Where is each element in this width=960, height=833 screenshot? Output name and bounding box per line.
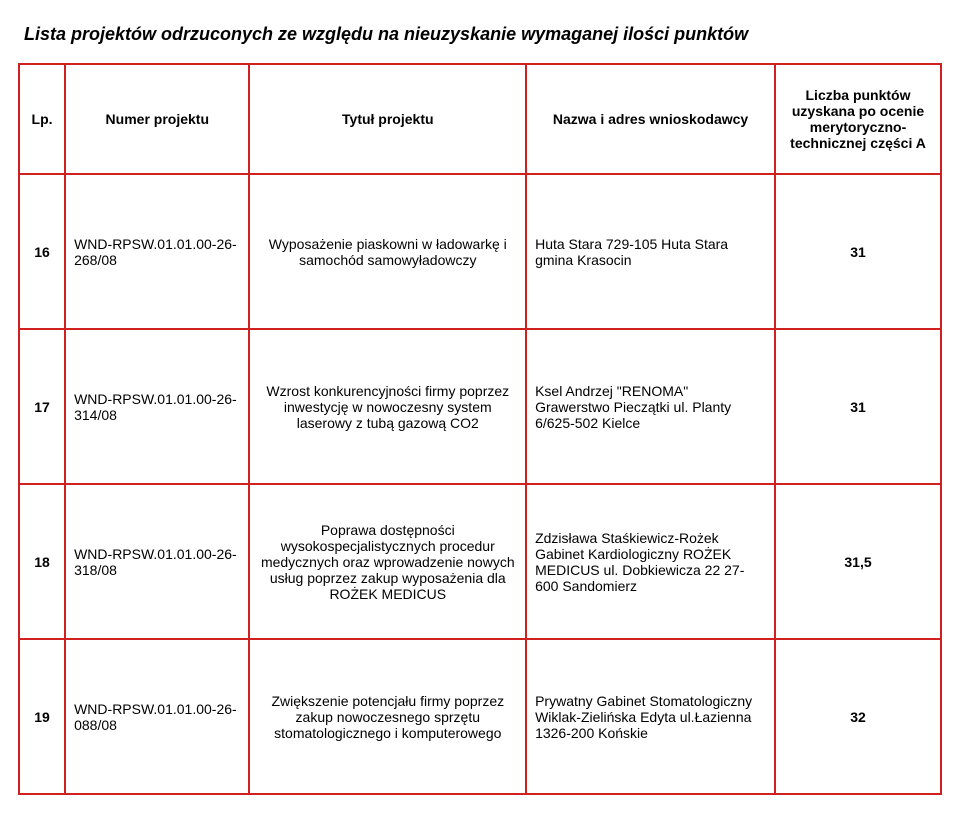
table-header-row: Lp. Numer projektu Tytuł projektu Nazwa … xyxy=(19,64,941,174)
header-punkty: Liczba punktów uzyskana po ocenie meryto… xyxy=(775,64,941,174)
cell-lp: 18 xyxy=(19,484,65,639)
table-row: 18 WND-RPSW.01.01.00-26-318/08 Poprawa d… xyxy=(19,484,941,639)
cell-punkty: 31 xyxy=(775,329,941,484)
cell-punkty: 31 xyxy=(775,174,941,329)
page-title: Lista projektów odrzuconych ze względu n… xyxy=(24,24,942,45)
projects-table: Lp. Numer projektu Tytuł projektu Nazwa … xyxy=(18,63,942,795)
cell-lp: 17 xyxy=(19,329,65,484)
cell-tytul: Poprawa dostępności wysokospecjalistyczn… xyxy=(249,484,526,639)
cell-lp: 19 xyxy=(19,639,65,794)
table-row: 17 WND-RPSW.01.01.00-26-314/08 Wzrost ko… xyxy=(19,329,941,484)
table-row: 19 WND-RPSW.01.01.00-26-088/08 Zwiększen… xyxy=(19,639,941,794)
cell-punkty: 31,5 xyxy=(775,484,941,639)
cell-numer: WND-RPSW.01.01.00-26-318/08 xyxy=(65,484,249,639)
header-numer: Numer projektu xyxy=(65,64,249,174)
cell-nazwa: Ksel Andrzej "RENOMA" Grawerstwo Piecząt… xyxy=(526,329,775,484)
cell-tytul: Zwiększenie potencjału firmy poprzez zak… xyxy=(249,639,526,794)
cell-numer: WND-RPSW.01.01.00-26-268/08 xyxy=(65,174,249,329)
header-tytul: Tytuł projektu xyxy=(249,64,526,174)
cell-nazwa: Prywatny Gabinet Stomatologiczny Wiklak-… xyxy=(526,639,775,794)
cell-tytul: Wzrost konkurencyjności firmy poprzez in… xyxy=(249,329,526,484)
cell-tytul: Wyposażenie piaskowni w ładowarkę i samo… xyxy=(249,174,526,329)
cell-punkty: 32 xyxy=(775,639,941,794)
header-nazwa: Nazwa i adres wnioskodawcy xyxy=(526,64,775,174)
cell-nazwa: Huta Stara 729-105 Huta Stara gmina Kras… xyxy=(526,174,775,329)
table-row: 16 WND-RPSW.01.01.00-26-268/08 Wyposażen… xyxy=(19,174,941,329)
cell-numer: WND-RPSW.01.01.00-26-088/08 xyxy=(65,639,249,794)
cell-lp: 16 xyxy=(19,174,65,329)
cell-numer: WND-RPSW.01.01.00-26-314/08 xyxy=(65,329,249,484)
cell-nazwa: Zdzisława Staśkiewicz-Rożek Gabinet Kard… xyxy=(526,484,775,639)
header-lp: Lp. xyxy=(19,64,65,174)
